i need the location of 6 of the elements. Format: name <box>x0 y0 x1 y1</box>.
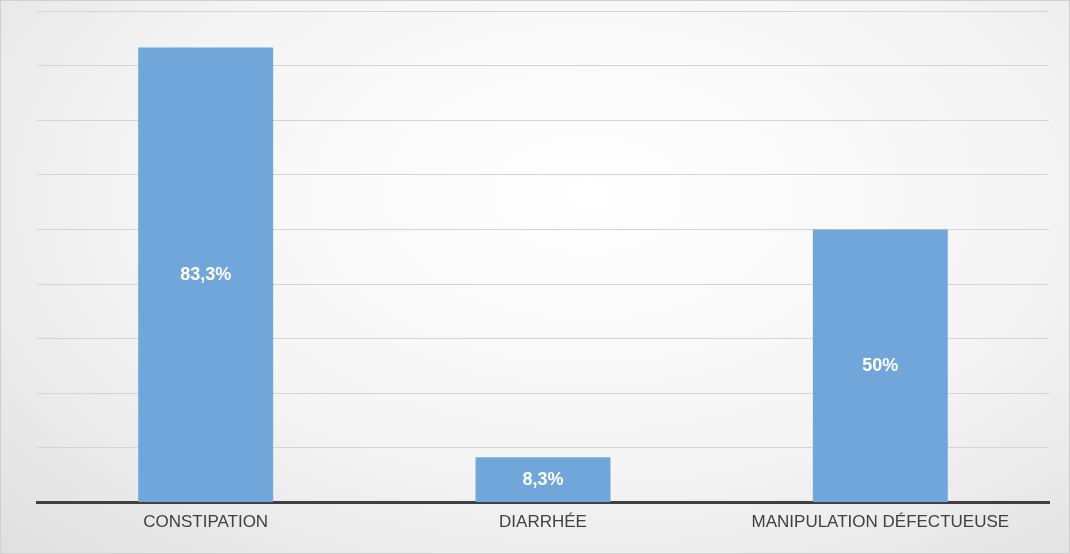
data-label: 8,3% <box>522 468 564 489</box>
x-tick-label: DIARRHÉE <box>499 512 587 532</box>
data-label: 50% <box>862 354 899 375</box>
x-tick-label: MANIPULATION DÉFECTUEUSE <box>751 512 1010 532</box>
x-tick-label: CONSTIPATION <box>143 512 269 532</box>
data-label: 83,3% <box>180 263 232 284</box>
